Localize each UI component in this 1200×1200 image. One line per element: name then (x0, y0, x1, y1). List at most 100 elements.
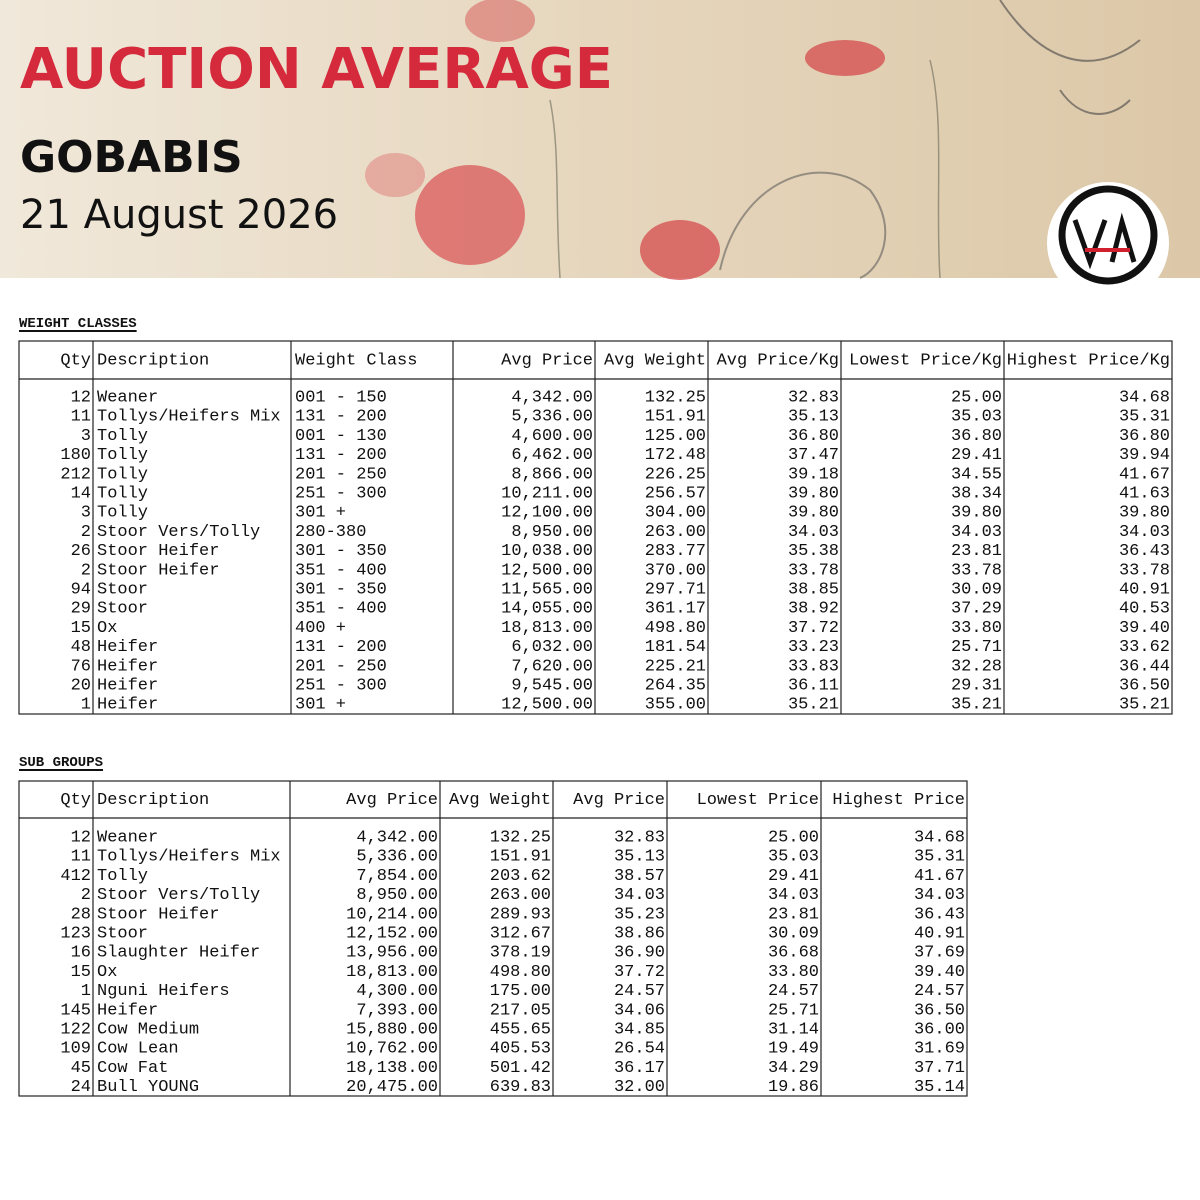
cell: 217.05 (490, 1001, 551, 1020)
cell: 132.25 (490, 828, 551, 847)
cell: 18,813.00 (346, 963, 438, 982)
cell: 25.00 (768, 828, 819, 847)
column-header: Avg Price (346, 791, 438, 810)
cell: 412 (60, 867, 91, 886)
cell: 34.03 (1119, 523, 1170, 542)
cell: 361.17 (645, 600, 706, 619)
cell: 76 (71, 657, 91, 676)
cell: 131 - 200 (295, 446, 387, 465)
cell: Stoor (97, 924, 148, 943)
cell: 4,342.00 (356, 828, 438, 847)
cell: 263.00 (645, 523, 706, 542)
cell: 33.78 (788, 561, 839, 580)
cell: 7,620.00 (511, 657, 593, 676)
cell: 29.41 (951, 446, 1002, 465)
cell: 35.38 (788, 542, 839, 561)
cell: 9,545.00 (511, 676, 593, 695)
cell: 001 - 150 (295, 388, 387, 407)
cell: 145 (60, 1001, 91, 1020)
column-header: Highest Price/Kg (1007, 351, 1170, 370)
cell: 351 - 400 (295, 600, 387, 619)
cell: 35.14 (914, 1078, 965, 1097)
cell: 37.69 (914, 944, 965, 963)
tables: WEIGHT CLASSES Qty Description Weight Class… (18, 316, 1173, 1097)
cell: 15 (71, 963, 91, 982)
column-header: Weight Class (295, 351, 417, 370)
cell: 12 (71, 828, 91, 847)
cell: 36.50 (914, 1001, 965, 1020)
cell: Stoor Heifer (97, 905, 219, 924)
cell: 175.00 (490, 982, 551, 1001)
cell: 36.00 (914, 1020, 965, 1039)
cell: Stoor Vers/Tolly (97, 886, 260, 905)
cell: 225.21 (645, 657, 706, 676)
cell: 131 - 200 (295, 638, 387, 657)
cell: 201 - 250 (295, 465, 387, 484)
cell: 180 (60, 446, 91, 465)
cell: 12,152.00 (346, 924, 438, 943)
table: SUB GROUPS Qty Description Avg Price Avg Wei… (18, 755, 968, 1097)
cell: 639.83 (490, 1078, 551, 1097)
cell: 32.28 (951, 657, 1002, 676)
cell: 37.47 (788, 446, 839, 465)
column-header: Avg Weight (604, 351, 706, 370)
cell: 122 (60, 1020, 91, 1039)
column-header: Description (97, 351, 209, 370)
cell: 36.90 (614, 944, 665, 963)
cell: 12,500.00 (501, 561, 593, 580)
cell: 41.63 (1119, 484, 1170, 503)
section-title: WEIGHT CLASSES (19, 316, 137, 332)
cell: 36.43 (914, 905, 965, 924)
cell: 297.71 (645, 580, 706, 599)
cell: 151.91 (645, 408, 706, 427)
cell: 2 (81, 886, 91, 905)
cell: 351 - 400 (295, 561, 387, 580)
cell: 256.57 (645, 484, 706, 503)
cell: 36.44 (1119, 657, 1170, 676)
cell: 455.65 (490, 1020, 551, 1039)
cell: 400 + (295, 619, 346, 638)
column-header: Lowest Price/Kg (849, 351, 1002, 370)
cell: 19.49 (768, 1040, 819, 1059)
cell: Stoor (97, 600, 148, 619)
cell: 226.25 (645, 465, 706, 484)
cell: Heifer (97, 657, 158, 676)
cell: 38.85 (788, 580, 839, 599)
cell: 36.17 (614, 1059, 665, 1078)
location: GOBABIS (20, 132, 243, 183)
cell: Stoor Heifer (97, 561, 219, 580)
cell: 40.53 (1119, 600, 1170, 619)
cell: Heifer (97, 1001, 158, 1020)
column-header: Avg Price/Kg (717, 351, 839, 370)
cell: 34.03 (914, 886, 965, 905)
cell: Tollys/Heifers Mix (97, 848, 281, 867)
cell: 131 - 200 (295, 408, 387, 427)
cell: Tolly (97, 465, 148, 484)
cell: 12 (71, 388, 91, 407)
cell: Stoor Vers/Tolly (97, 523, 260, 542)
cell: 31.69 (914, 1040, 965, 1059)
cell: Weaner (97, 828, 158, 847)
cell: 35.31 (914, 848, 965, 867)
cell: 11,565.00 (501, 580, 593, 599)
cell: 29.31 (951, 676, 1002, 695)
banner (0, 0, 1200, 280)
cell: 35.13 (788, 408, 839, 427)
cell: 280-380 (295, 523, 366, 542)
cell: 4,300.00 (356, 982, 438, 1001)
cell: 123 (60, 924, 91, 943)
cell: 37.72 (788, 619, 839, 638)
cell: 36.68 (768, 944, 819, 963)
cell: 15 (71, 619, 91, 638)
cell: 304.00 (645, 504, 706, 523)
cell: 24.57 (768, 982, 819, 1001)
cell: 10,762.00 (346, 1040, 438, 1059)
cell: 40.91 (1119, 580, 1170, 599)
cell: 34.29 (768, 1059, 819, 1078)
cell: 24.57 (914, 982, 965, 1001)
cell: 8,950.00 (356, 886, 438, 905)
cell: 20,475.00 (346, 1078, 438, 1097)
cell: 10,038.00 (501, 542, 593, 561)
cell: Tolly (97, 484, 148, 503)
cell: 35.03 (951, 408, 1002, 427)
